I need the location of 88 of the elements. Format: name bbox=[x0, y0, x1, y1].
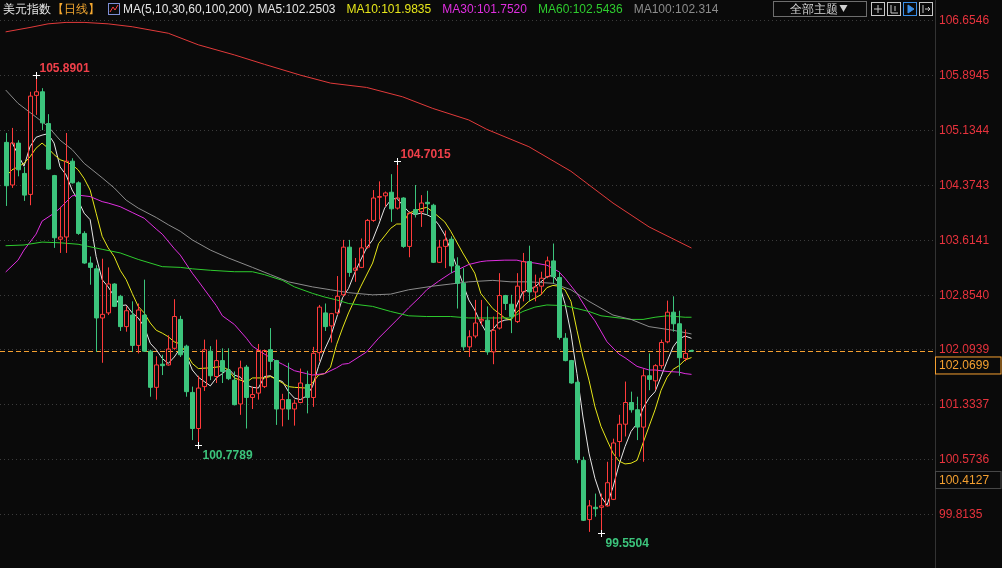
line-series bbox=[5, 194, 692, 376]
candlestick bbox=[4, 132, 9, 207]
candlestick bbox=[305, 370, 310, 414]
candlestick bbox=[485, 305, 490, 356]
candlestick bbox=[383, 191, 388, 208]
candlestick bbox=[238, 360, 243, 416]
y-tick-label: 105.8945 bbox=[939, 67, 990, 82]
candlestick bbox=[208, 345, 213, 381]
candlestick bbox=[425, 190, 430, 216]
text: MA60:102.5436 bbox=[537, 2, 624, 16]
candlestick bbox=[190, 386, 195, 441]
candlestick bbox=[292, 399, 297, 427]
chart-title: 美元指数 bbox=[3, 2, 51, 16]
candlestick bbox=[641, 368, 646, 463]
line-series bbox=[5, 89, 692, 335]
candlestick bbox=[124, 305, 129, 333]
y-tick-label: 102.0939 bbox=[939, 342, 990, 357]
candlestick bbox=[581, 456, 586, 522]
candlestick bbox=[160, 354, 165, 376]
candlestick bbox=[136, 303, 141, 354]
candlestick bbox=[545, 256, 550, 279]
y-tick-label: 105.1344 bbox=[939, 122, 990, 137]
candlestick bbox=[317, 304, 322, 362]
candlestick bbox=[491, 316, 496, 365]
candlestick bbox=[106, 266, 111, 316]
candlestick bbox=[527, 245, 532, 302]
candlestick bbox=[665, 300, 670, 344]
y-tick-label: 103.6141 bbox=[939, 232, 990, 247]
candlestick bbox=[497, 272, 502, 331]
candlestick bbox=[419, 194, 424, 228]
candlestick bbox=[551, 243, 556, 284]
candlestick bbox=[94, 264, 99, 353]
candlestick bbox=[286, 362, 291, 421]
candlestick bbox=[683, 329, 688, 362]
candlestick bbox=[202, 339, 207, 392]
candlestick bbox=[341, 239, 346, 297]
candlestick bbox=[689, 349, 694, 353]
candlestick bbox=[280, 393, 285, 427]
annotation: 105.8901 bbox=[39, 60, 90, 75]
candlestick bbox=[250, 386, 255, 410]
y-tick-label: 99.8135 bbox=[939, 507, 983, 522]
legend-title: MA(5,10,30,60,100,200) bbox=[123, 2, 253, 16]
candlestick bbox=[214, 339, 219, 384]
candlestick bbox=[389, 173, 394, 223]
candlestick bbox=[311, 346, 316, 408]
candlestick bbox=[232, 370, 237, 406]
line-series bbox=[5, 21, 692, 249]
annotation: 99.5504 bbox=[605, 535, 650, 550]
annotation: 100.7789 bbox=[202, 447, 253, 462]
y-tick-label: 104.3743 bbox=[939, 177, 990, 192]
text: 全部主题 bbox=[789, 2, 838, 16]
text: MA10:101.9835 bbox=[346, 2, 432, 16]
candlestick bbox=[479, 299, 484, 326]
candlestick bbox=[10, 127, 15, 189]
candlestick bbox=[443, 230, 448, 269]
candlestick bbox=[347, 239, 352, 278]
candlestick bbox=[52, 174, 57, 249]
candlestick bbox=[244, 364, 249, 430]
chart-subtitle: 【日线】 bbox=[52, 2, 100, 16]
line-series bbox=[5, 241, 692, 320]
candlestick bbox=[154, 355, 159, 401]
text: MA5:102.2503 bbox=[257, 2, 336, 16]
candlestick bbox=[130, 300, 135, 353]
y-tick-label: 100.5736 bbox=[939, 452, 990, 467]
candlestick bbox=[437, 239, 442, 264]
text: 100.4127 bbox=[939, 472, 990, 487]
y-tick-label: 101.3337 bbox=[939, 397, 990, 412]
candlestick bbox=[587, 499, 592, 533]
candlestick bbox=[647, 352, 652, 391]
candlestick bbox=[298, 368, 303, 404]
candlestick bbox=[100, 258, 105, 364]
candlestick bbox=[401, 196, 406, 249]
candlestick bbox=[509, 294, 514, 334]
candlestick bbox=[413, 184, 418, 219]
annotation: 104.7015 bbox=[400, 146, 451, 161]
text: MA100:102.314 bbox=[633, 2, 719, 16]
candlestick bbox=[323, 303, 328, 332]
ref-line-label: 102.0699 bbox=[939, 358, 990, 373]
candlestick bbox=[593, 493, 598, 518]
candlestick bbox=[503, 294, 508, 311]
candlestick bbox=[22, 166, 27, 202]
y-tick-label: 106.6546 bbox=[939, 12, 990, 27]
y-tick-label: 102.8540 bbox=[939, 287, 990, 302]
candlestick bbox=[557, 271, 562, 341]
text: MA30:101.7520 bbox=[442, 2, 528, 16]
candlestick bbox=[407, 211, 412, 258]
candlestick bbox=[431, 203, 436, 264]
candlestick bbox=[16, 139, 21, 177]
